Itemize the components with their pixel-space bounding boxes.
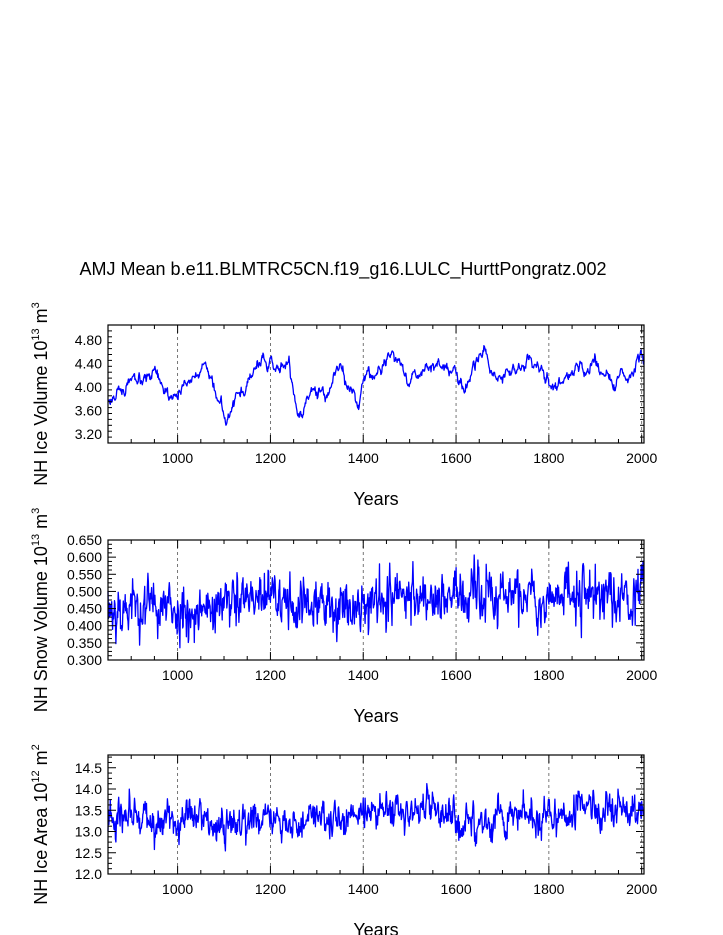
x-tick-label-1000: 1000 <box>162 881 193 897</box>
x-tick-label-1200: 1200 <box>255 667 286 683</box>
x-axis-label: Years <box>353 489 398 509</box>
chart-title: AMJ Mean b.e11.BLMTRC5CN.f19_g16.LULC_Hu… <box>80 259 607 280</box>
y-tick-label-4: 0.500 <box>67 583 102 599</box>
y-tick-label-4: 14.0 <box>75 781 102 797</box>
panel-nh-snow-volume: 1000 1200 1400 1600 1800 20000.3000.3500.4000… <box>30 508 657 726</box>
panel-nh-ice-area: 1000 1200 1400 1600 1800 2000 12.0 12.5 13.0 13.5… <box>30 744 657 935</box>
y-tick-label-1: 0.350 <box>67 635 102 651</box>
y-axis-label: NH Snow Volume 1013 m3 <box>30 508 51 712</box>
y-tick-label-5: 0.550 <box>67 566 102 582</box>
x-tick-label-1400: 1400 <box>348 667 379 683</box>
series-line-nh-ice-area <box>107 782 645 852</box>
y-axis-label-main: NH Ice Volume 10 <box>31 341 51 486</box>
plot-frame <box>107 754 645 875</box>
x-tick-label-1600: 1600 <box>440 881 471 897</box>
y-tick-label-0: 3.20 <box>75 426 102 442</box>
y-axis-label-exponent: 13 <box>30 328 42 340</box>
x-tick-label-1200: 1200 <box>255 881 286 897</box>
y-tick-label-4: 4.80 <box>75 332 102 348</box>
y-axis-label-unit: m <box>31 514 51 529</box>
x-tick-label-1600: 1600 <box>440 667 471 683</box>
y-axis-label: NH Ice Volume 1013 m3 <box>30 302 51 485</box>
y-axis-label-unit-exponent: 3 <box>30 508 42 514</box>
chart-panels: 1000 1200 1400 1600 1800 2000 3.20 3.60 4.00 4.40… <box>30 302 657 935</box>
y-tick-label-5: 14.5 <box>75 760 102 776</box>
series-line-nh-snow-volume <box>107 554 645 649</box>
x-tick-label-1600: 1600 <box>440 450 471 466</box>
y-axis-label-unit: m <box>31 750 51 765</box>
x-tick-label-1400: 1400 <box>348 881 379 897</box>
y-axis-label-exponent: 12 <box>30 770 42 782</box>
x-tick-label-2000: 2000 <box>626 450 657 466</box>
x-axis-label: Years <box>353 706 398 726</box>
y-axis-label-unit-exponent: 3 <box>30 302 42 308</box>
x-tick-label-1800: 1800 <box>533 667 564 683</box>
y-axis-label-exponent: 13 <box>30 534 42 546</box>
x-axis-label: Years <box>353 920 398 935</box>
y-axis-label: NH Ice Area 1012 m2 <box>30 744 51 904</box>
x-tick-label-1800: 1800 <box>533 450 564 466</box>
x-tick-label-2000: 2000 <box>626 667 657 683</box>
y-axis-label-unit-exponent: 2 <box>30 744 42 750</box>
y-tick-label-1: 12.5 <box>75 845 102 861</box>
y-tick-label-3: 13.5 <box>75 802 102 818</box>
plot-frame <box>107 324 645 444</box>
series-line-nh-ice-volume <box>107 345 645 426</box>
y-tick-label-6: 0.600 <box>67 549 102 565</box>
x-tick-label-1000: 1000 <box>162 667 193 683</box>
x-tick-label-2000: 2000 <box>626 881 657 897</box>
y-tick-label-7: 0.650 <box>67 532 102 548</box>
y-tick-label-3: 0.450 <box>67 601 102 617</box>
y-tick-label-3: 4.40 <box>75 355 102 371</box>
y-tick-label-2: 13.0 <box>75 824 102 840</box>
y-tick-label-2: 4.00 <box>75 379 102 395</box>
y-tick-label-0: 0.300 <box>67 652 102 668</box>
y-axis-label-unit: m <box>31 308 51 323</box>
x-tick-label-1800: 1800 <box>533 881 564 897</box>
y-axis-label-main: NH Snow Volume 10 <box>31 546 51 712</box>
x-tick-label-1200: 1200 <box>255 450 286 466</box>
y-tick-label-1: 3.60 <box>75 403 102 419</box>
x-tick-label-1400: 1400 <box>348 450 379 466</box>
y-axis-label-main: NH Ice Area 10 <box>31 783 51 905</box>
y-tick-label-0: 12.0 <box>75 866 102 882</box>
y-tick-label-2: 0.400 <box>67 618 102 634</box>
panel-nh-ice-volume: 1000 1200 1400 1600 1800 2000 3.20 3.60 4.00 4.40… <box>30 302 657 509</box>
x-tick-label-1000: 1000 <box>162 450 193 466</box>
